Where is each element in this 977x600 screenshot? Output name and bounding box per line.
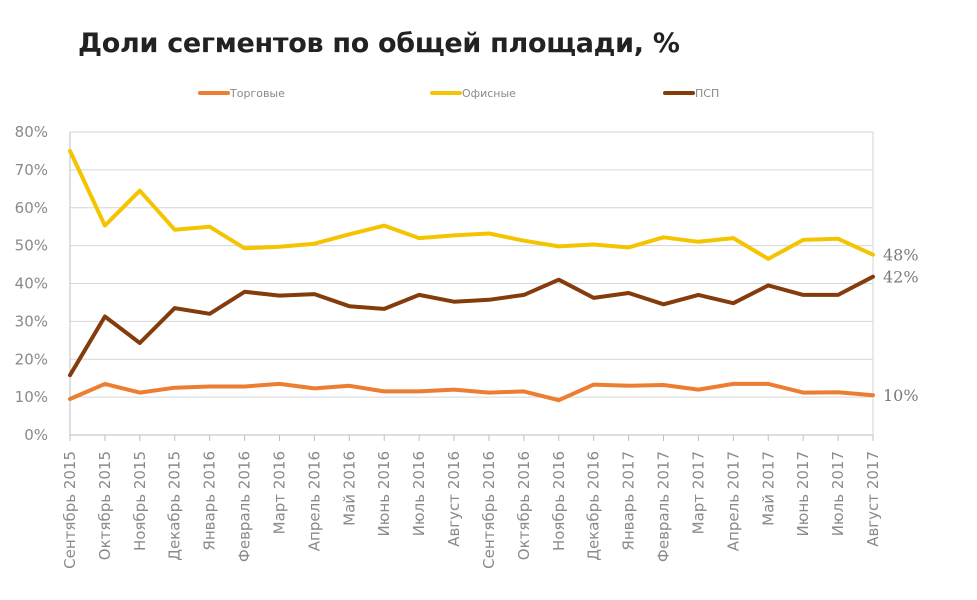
x-tick-label: Апрель 2016: [305, 451, 323, 551]
x-tick-label: Сентябрь 2016: [480, 451, 498, 569]
x-tick-label: Май 2017: [759, 451, 777, 526]
x-tick-label: Август 2016: [445, 451, 463, 547]
legend-label: Офисные: [462, 87, 516, 100]
y-tick-label: 20%: [15, 350, 48, 368]
series-line-2: [68, 274, 875, 378]
y-tick-label: 30%: [15, 312, 48, 330]
y-tick-label: 10%: [15, 388, 48, 406]
y-axis-ticks: 0% 10% 20% 30% 40% 50% 60% 70% 80%: [15, 123, 48, 444]
end-label-0: 10%: [883, 386, 919, 405]
x-tick-label: Октябрь 2016: [515, 451, 533, 560]
x-tick-label: Март 2016: [270, 451, 288, 534]
x-tick-label: Декабрь 2015: [166, 451, 184, 561]
x-tick-label: Сентябрь 2015: [61, 451, 79, 569]
series-lines: [68, 148, 875, 403]
x-tick-label: Июнь 2017: [794, 451, 812, 536]
x-tick-label: Декабрь 2016: [585, 451, 603, 561]
x-tick-label: Ноябрь 2015: [131, 451, 149, 551]
y-tick-label: 60%: [15, 199, 48, 217]
legend-label: Торговые: [229, 87, 285, 100]
end-label-2: 42%: [883, 268, 919, 287]
x-tick-label: Июнь 2016: [375, 451, 393, 536]
x-tick-label: Февраль 2016: [236, 451, 254, 562]
x-tick-label: Октябрь 2015: [96, 451, 114, 560]
x-tick-label: Июль 2016: [410, 451, 428, 536]
x-tick-label: Январь 2016: [201, 451, 219, 551]
x-tick-label: Май 2016: [340, 451, 358, 526]
y-tick-label: 50%: [15, 237, 48, 255]
legend: Торговые Офисные ПСП: [198, 87, 719, 100]
y-tick-label: 40%: [15, 275, 48, 293]
x-tick-label: Январь 2017: [620, 451, 638, 551]
legend-label: ПСП: [695, 87, 719, 100]
series-line-1: [68, 148, 875, 261]
gridlines: [70, 131, 874, 436]
chart-title: Доли сегментов по общей площади, %: [78, 28, 680, 59]
x-axis-ticks: Сентябрь 2015 Октябрь 2015 Ноябрь 2015 Дека…: [61, 435, 882, 569]
x-tick-label: Февраль 2017: [655, 451, 673, 562]
x-tick-label: Март 2017: [689, 451, 707, 534]
series-line-0: [68, 381, 875, 403]
y-tick-label: 80%: [15, 123, 48, 141]
x-tick-label: Апрель 2017: [724, 451, 742, 551]
x-tick-label: Июль 2017: [829, 451, 847, 536]
x-tick-label: Ноябрь 2016: [550, 451, 568, 551]
y-tick-label: 0%: [24, 426, 48, 444]
axes: [69, 132, 873, 436]
end-labels: 10% 48% 42%: [883, 246, 919, 406]
end-label-1: 48%: [883, 246, 919, 265]
y-tick-label: 70%: [15, 161, 48, 179]
x-tick-label: Август 2017: [864, 451, 882, 547]
